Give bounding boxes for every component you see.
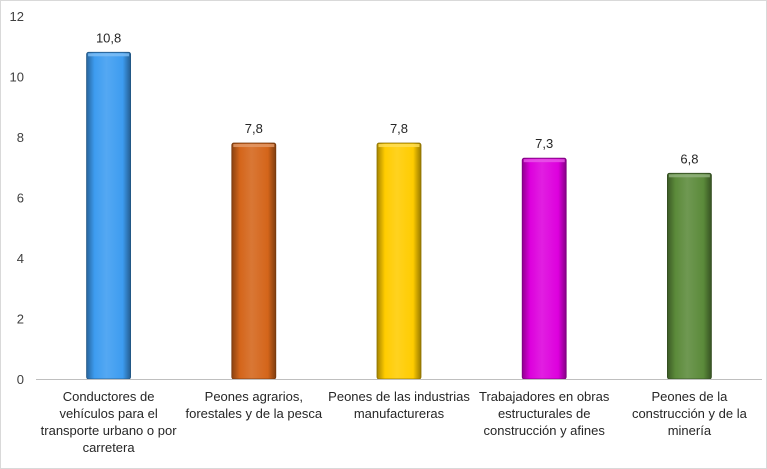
bar-bevel <box>88 53 130 57</box>
bar-bevel <box>523 159 565 163</box>
bar-bevel <box>233 144 275 148</box>
category-label: Peones de las industrias manufactureras <box>328 389 470 421</box>
bar <box>521 157 567 380</box>
data-label: 7,3 <box>535 136 553 151</box>
data-label: 6,8 <box>680 151 698 166</box>
y-tick-label: 2 <box>17 312 24 327</box>
bar <box>376 142 422 380</box>
y-tick-label: 6 <box>17 191 24 206</box>
category-label: Peones agrarios, forestales y de la pesc… <box>185 389 323 421</box>
bar <box>86 51 131 380</box>
y-tick-label: 4 <box>17 251 24 266</box>
bar <box>667 172 712 380</box>
category-label: Peones de la construcción y de la minerí… <box>631 389 747 438</box>
data-label: 7,8 <box>390 121 408 136</box>
y-tick-label: 0 <box>17 372 24 387</box>
y-tick-label: 10 <box>10 70 24 85</box>
data-label: 10,8 <box>96 30 121 45</box>
data-label: 7,8 <box>245 121 263 136</box>
y-axis: 0 2 4 6 8 10 12 <box>10 9 24 387</box>
bar-bevel <box>378 144 420 148</box>
bar <box>231 142 277 380</box>
category-label: Trabajadores en obras estructurales de c… <box>479 389 610 438</box>
y-tick-label: 8 <box>17 130 24 145</box>
data-labels: 10,8 7,8 7,8 7,3 6,8 <box>96 30 698 166</box>
bar-bevel <box>668 174 710 178</box>
bars <box>86 51 712 380</box>
y-tick-label: 12 <box>10 9 24 24</box>
category-label: Conductores de vehículos para el transpo… <box>40 389 177 455</box>
